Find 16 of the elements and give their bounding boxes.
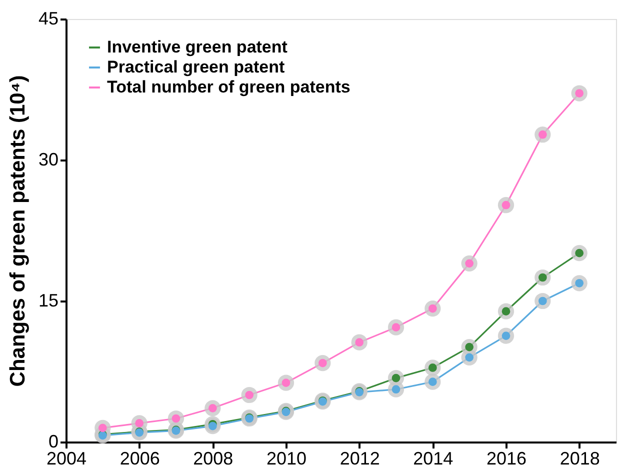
y-tick-label: 30 <box>38 150 58 170</box>
y-tick-label: 15 <box>38 290 58 310</box>
y-tick-label: 0 <box>48 432 58 452</box>
x-tick-label: 2006 <box>120 448 160 468</box>
x-tick-label: 2004 <box>46 448 87 468</box>
x-tick-label: 2010 <box>266 448 307 468</box>
x-tick-label: 2016 <box>486 448 527 468</box>
x-tick-label: 2008 <box>193 448 234 468</box>
legend-label: Practical green patent <box>107 58 285 76</box>
x-tick-label: 2014 <box>413 448 454 468</box>
x-tick-label: 2012 <box>340 448 380 468</box>
legend-label: Total number of green patents <box>107 78 350 96</box>
y-axis-title: Changes of green patents (10⁴) <box>6 75 30 387</box>
y-tick-label: 45 <box>38 8 58 28</box>
x-tick-label: 2018 <box>560 448 600 468</box>
legend-label: Inventive green patent <box>107 38 288 56</box>
